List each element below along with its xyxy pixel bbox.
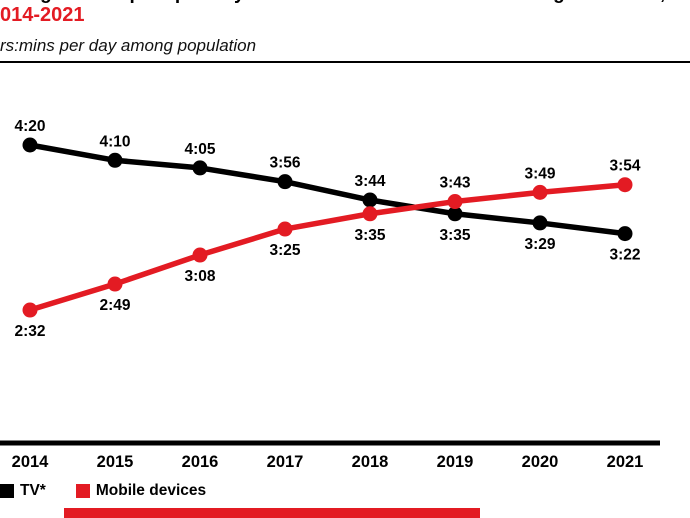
x-tick-label: 2017 bbox=[267, 453, 304, 471]
data-label: 3:54 bbox=[609, 158, 640, 175]
legend-item-tv: TV* bbox=[0, 482, 46, 500]
legend-label-tv: TV* bbox=[20, 482, 46, 499]
legend: TV* Mobile devices bbox=[0, 482, 206, 500]
legend-swatch-tv bbox=[0, 484, 14, 498]
data-point bbox=[447, 194, 463, 210]
data-point bbox=[617, 226, 633, 242]
chart-title-years: 014-2021 bbox=[0, 4, 85, 26]
data-point bbox=[362, 192, 378, 208]
data-label: 3:49 bbox=[524, 165, 555, 182]
data-label: 2:49 bbox=[99, 297, 130, 314]
data-label: 3:43 bbox=[439, 175, 470, 192]
chart-title-line1: Average Time Spent per Day With TV vs. M… bbox=[0, 0, 665, 5]
data-label: 3:56 bbox=[269, 155, 300, 172]
x-tick-label: 2015 bbox=[97, 453, 134, 471]
x-tick-label: 2016 bbox=[182, 453, 219, 471]
data-label: 3:29 bbox=[524, 236, 555, 253]
data-point bbox=[532, 215, 548, 231]
data-label: 3:08 bbox=[184, 268, 215, 285]
data-point bbox=[107, 276, 123, 292]
x-tick-label: 2020 bbox=[522, 453, 559, 471]
legend-item-mobile: Mobile devices bbox=[75, 482, 207, 500]
header-divider bbox=[0, 61, 690, 63]
x-tick-label: 2018 bbox=[352, 453, 389, 471]
data-point bbox=[22, 302, 38, 318]
data-label: 4:10 bbox=[99, 133, 130, 150]
data-point bbox=[277, 174, 293, 190]
line-chart: 2014 2015 2016 2017 2018 2019 2020 2021 4:20 4:10… bbox=[0, 118, 660, 471]
data-label: 3:22 bbox=[609, 247, 640, 264]
data-point bbox=[617, 177, 633, 193]
data-point bbox=[532, 184, 548, 200]
data-point bbox=[107, 152, 123, 168]
data-label: 2:32 bbox=[14, 323, 45, 340]
data-point bbox=[192, 247, 208, 263]
legend-swatch-mobile bbox=[75, 484, 90, 498]
data-point bbox=[447, 206, 463, 222]
legend-label-mobile: Mobile devices bbox=[95, 482, 207, 499]
data-label: 3:25 bbox=[269, 242, 300, 259]
data-point bbox=[362, 206, 378, 222]
data-point bbox=[192, 160, 208, 176]
chart-title-cropped: Average Time Spent per Day With TV vs. M… bbox=[0, 0, 690, 5]
chart-subtitle: rs:mins per day among population bbox=[0, 36, 257, 55]
data-label: 3:44 bbox=[354, 173, 385, 190]
data-label: 4:20 bbox=[14, 118, 45, 135]
data-point bbox=[277, 221, 293, 237]
footer-red-bar bbox=[64, 508, 480, 518]
data-point bbox=[22, 137, 38, 153]
x-tick-label: 2014 bbox=[12, 453, 50, 471]
x-tick-label: 2021 bbox=[607, 453, 644, 471]
x-tick-label: 2019 bbox=[437, 453, 474, 471]
series-line-tv bbox=[27, 142, 628, 237]
series-line-mobiledevices bbox=[27, 181, 628, 313]
data-label: 4:05 bbox=[184, 141, 215, 158]
data-label: 3:35 bbox=[439, 227, 470, 244]
data-label: 3:35 bbox=[354, 227, 385, 244]
